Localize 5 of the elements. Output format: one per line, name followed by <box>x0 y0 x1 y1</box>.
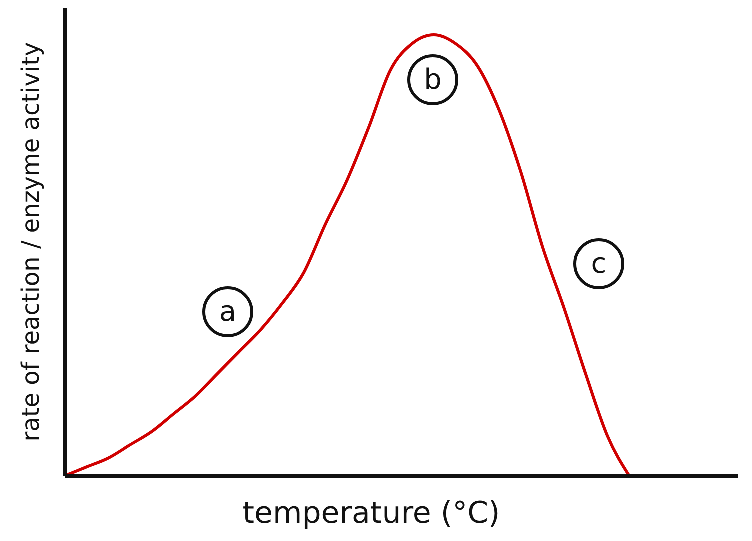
annotation: b <box>424 63 442 96</box>
annotation: a <box>219 295 237 328</box>
x-axis-title: temperature (°C) <box>242 496 500 532</box>
annotation: c <box>591 247 607 280</box>
y-axis-title: rate of reaction / enzyme activity <box>17 42 46 442</box>
